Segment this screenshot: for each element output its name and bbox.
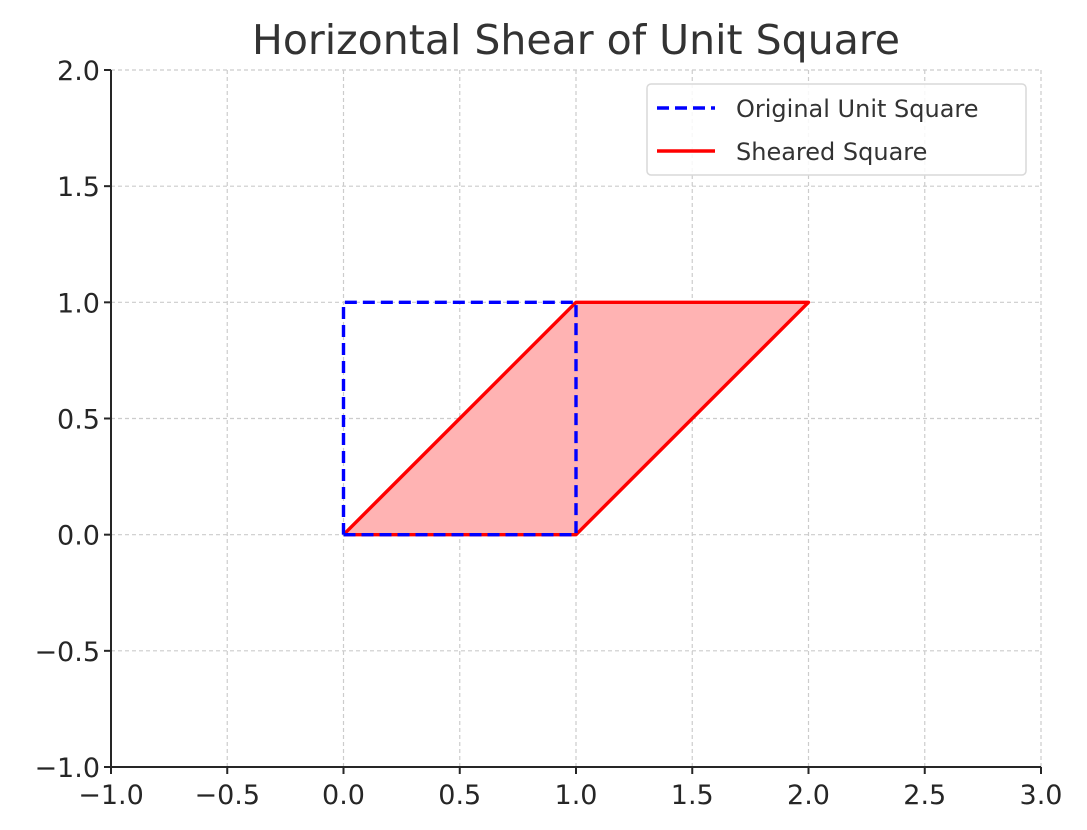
legend-label: Original Unit Square <box>736 95 979 123</box>
original-unit-square-line <box>341 300 578 537</box>
y-tick-label: 0.5 <box>57 405 100 436</box>
chart-title: Horizontal Shear of Unit Square <box>252 16 900 64</box>
y-tick-label: 0.0 <box>57 521 100 552</box>
x-tick-label: 2.0 <box>787 780 830 811</box>
legend-box <box>646 83 1027 176</box>
x-tick-label: 3.0 <box>1020 780 1063 811</box>
x-tick-label: 0.5 <box>438 780 481 811</box>
x-tick-label: 1.5 <box>671 780 714 811</box>
y-tick-label: 2.0 <box>57 56 100 87</box>
x-tick-label: 1.0 <box>555 780 598 811</box>
y-tick-label: −1.0 <box>34 753 100 784</box>
x-tick-label: 0.0 <box>322 780 365 811</box>
y-tick-label: 1.0 <box>57 288 100 319</box>
x-tick-label: −1.0 <box>78 780 144 811</box>
x-tick-label: −0.5 <box>194 780 260 811</box>
ticks: −1.0 −0.5 0.0 0.5 1.0 1.5 2.0 2.5 3.0 −1.0 −0.5 0.0… <box>34 56 1062 811</box>
y-tick-label: 1.5 <box>57 172 100 203</box>
series-lines <box>341 300 811 537</box>
legend-label: Sheared Square <box>736 138 927 166</box>
y-tick-label: −0.5 <box>34 637 100 668</box>
legend: Original Unit Square Sheared Square <box>646 83 1027 176</box>
x-tick-label: 2.5 <box>903 780 946 811</box>
